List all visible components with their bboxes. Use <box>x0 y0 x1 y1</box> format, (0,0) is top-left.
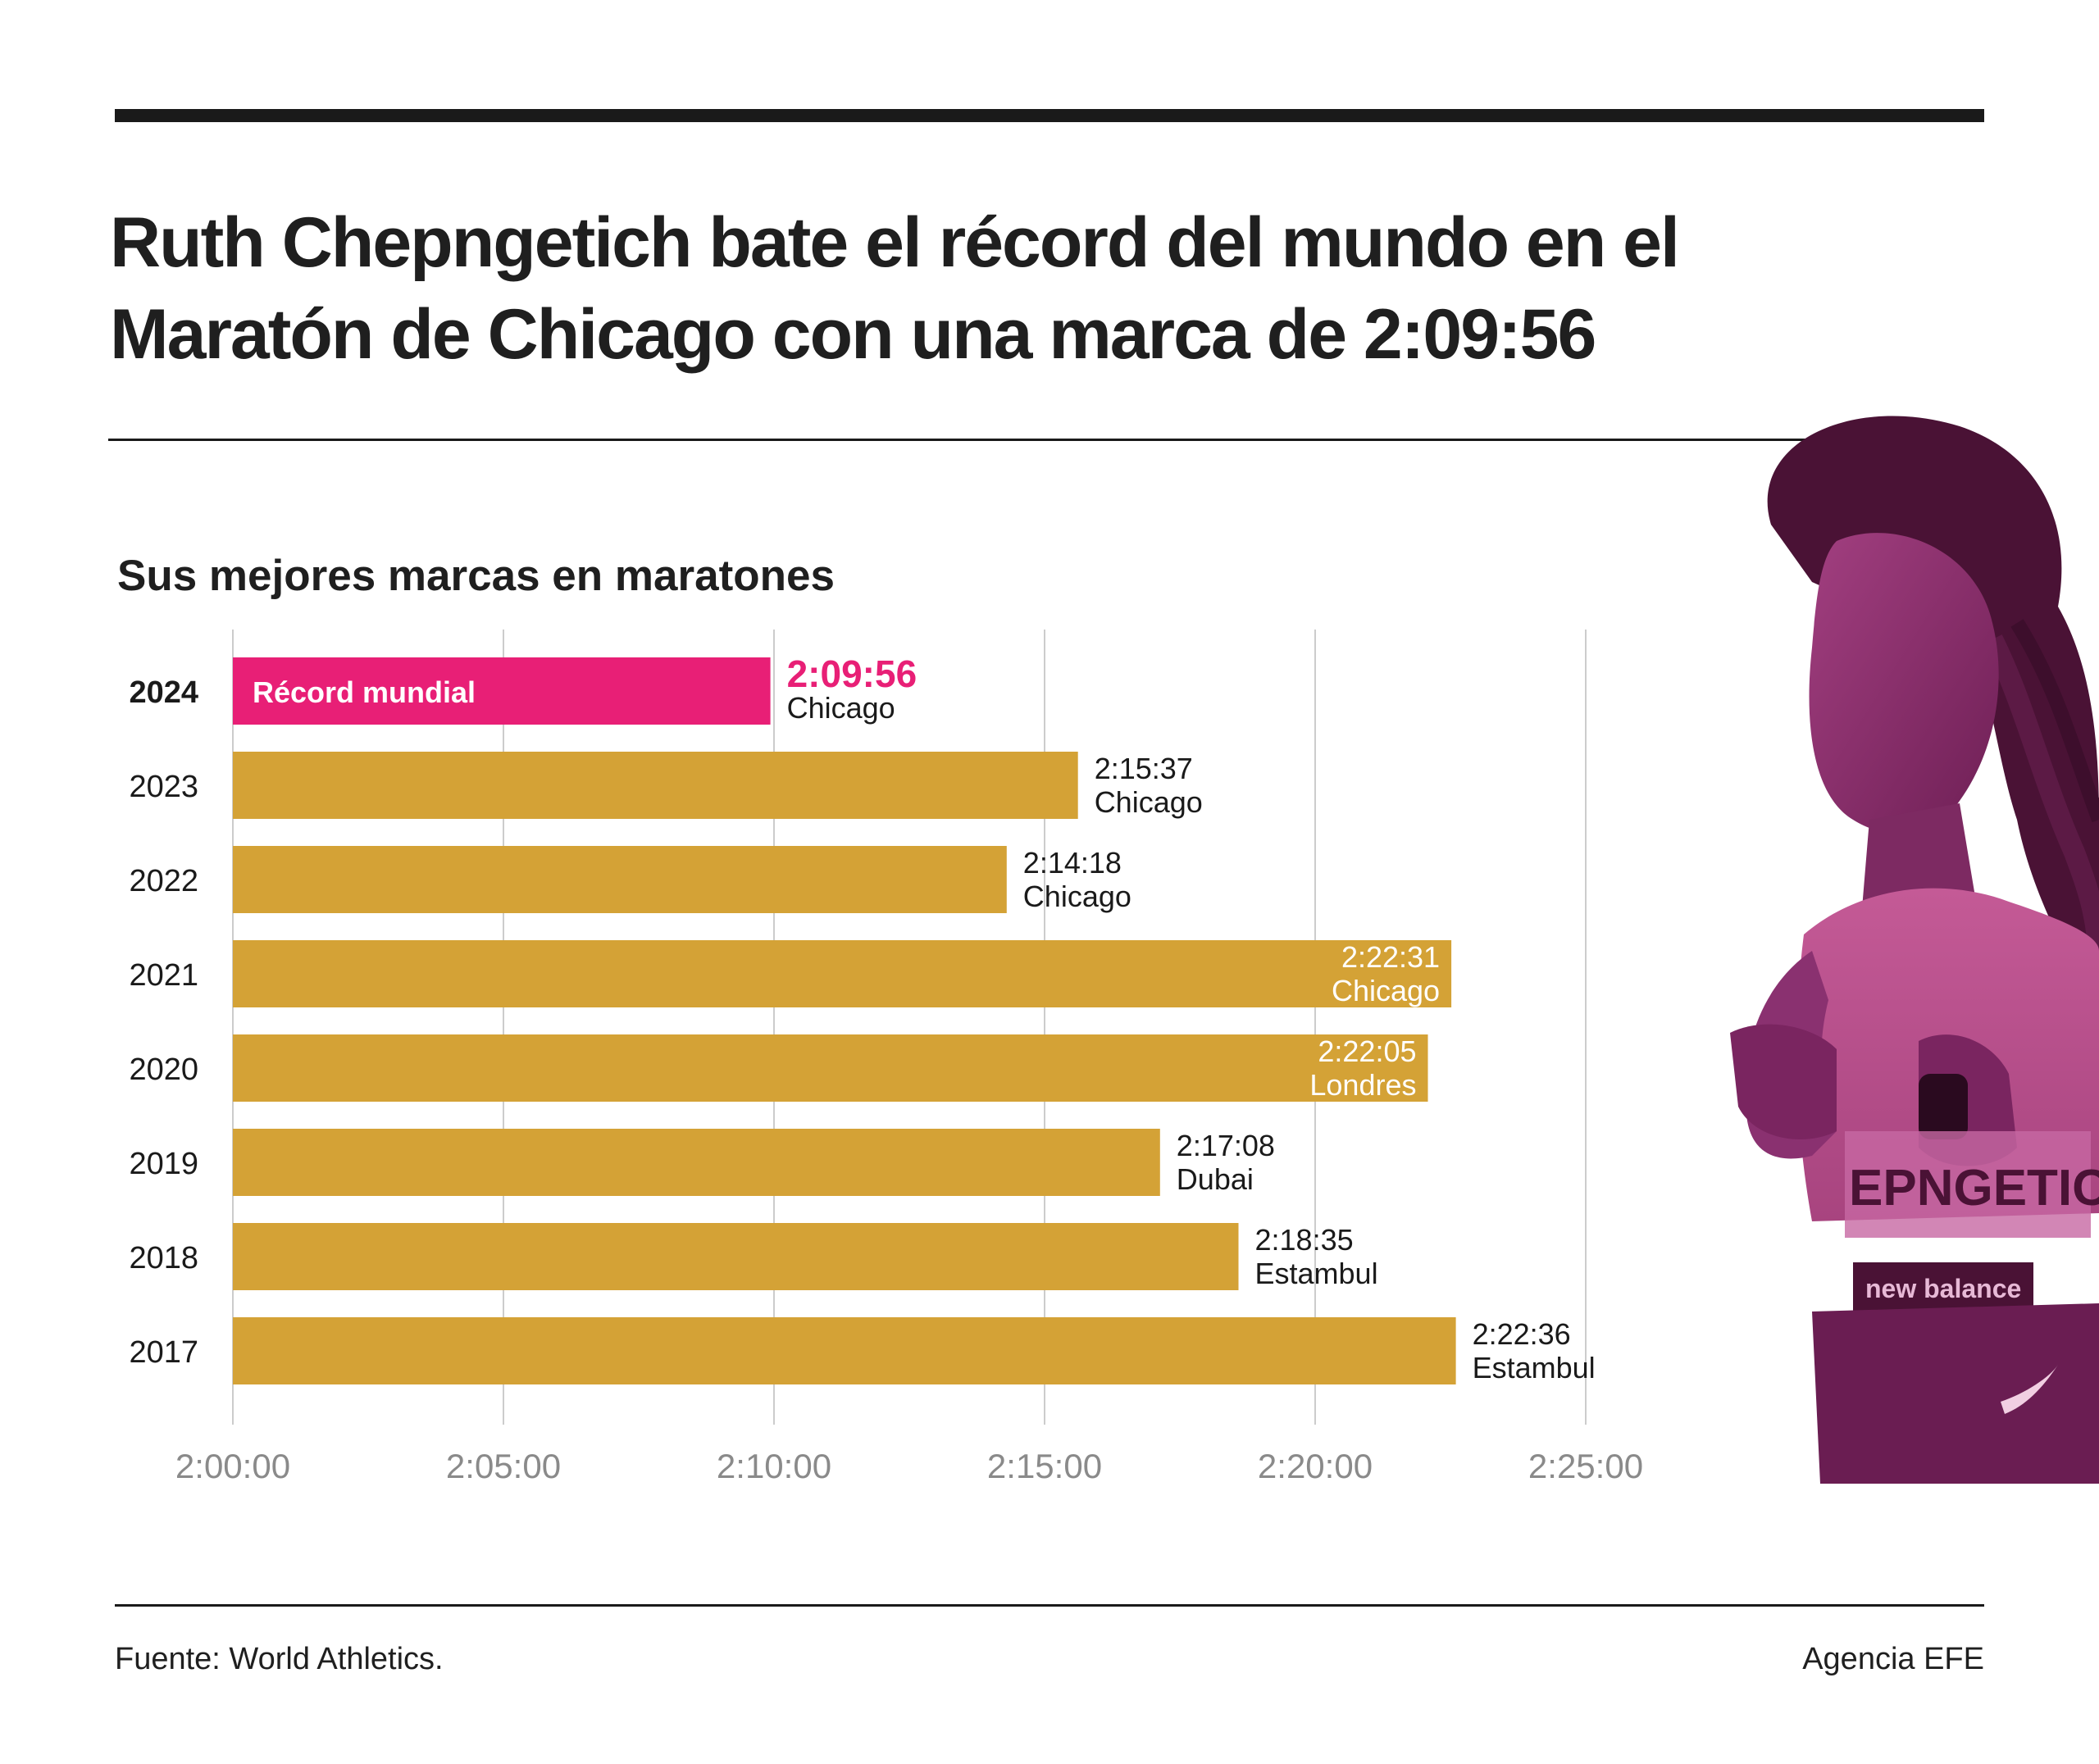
year-label: 2023 <box>129 770 198 804</box>
year-label: 2018 <box>129 1241 198 1275</box>
x-tick-label: 2:10:00 <box>717 1447 831 1485</box>
grid-lines <box>232 630 1587 1425</box>
x-tick-label: 2:20:00 <box>1258 1447 1373 1485</box>
bar <box>233 846 1007 913</box>
time-label: 2:18:35 <box>1255 1223 1354 1257</box>
x-tick-label: 2:05:00 <box>446 1447 561 1485</box>
x-tick-label: 2:00:00 <box>175 1447 290 1485</box>
location-label: Estambul <box>1473 1351 1596 1384</box>
location-label: Chicago <box>787 691 895 725</box>
location-label: Chicago <box>1023 880 1131 913</box>
time-label: 2:09:56 <box>787 652 917 695</box>
page-title: Ruth Chepngetich bate el récord del mund… <box>110 203 1680 374</box>
bar <box>233 940 1452 1007</box>
x-axis: 2:00:00 2:05:00 2:10:00 2:15:00 2:20:00 2:25:… <box>175 1447 1643 1485</box>
year-label: 2017 <box>129 1335 198 1370</box>
record-bar <box>233 657 771 725</box>
location-label: Estambul <box>1255 1257 1378 1290</box>
location-label: Chicago <box>1332 974 1440 1007</box>
year-label: 2019 <box>129 1147 198 1181</box>
sponsor-text: new balance <box>1865 1274 2021 1303</box>
runner-photo-icon: EPNGETICH new balance <box>1730 416 2099 1484</box>
x-tick-label: 2:15:00 <box>987 1447 1102 1485</box>
bib-text: EPNGETICH <box>1849 1160 2099 1216</box>
top-rule <box>115 109 1984 122</box>
bars <box>233 657 1456 1384</box>
time-label: 2:17:08 <box>1177 1129 1275 1162</box>
record-label: Récord mundial <box>253 675 476 709</box>
bar <box>233 752 1078 819</box>
bar <box>233 1034 1428 1102</box>
location-label: Dubai <box>1177 1162 1254 1196</box>
time-label: 2:15:37 <box>1095 752 1193 785</box>
bar <box>233 1317 1456 1384</box>
time-label: 2:14:18 <box>1023 846 1122 880</box>
chart-subtitle: Sus mejores marcas en maratones <box>117 552 835 600</box>
footer-divider <box>115 1604 1984 1607</box>
title-divider <box>108 439 1978 441</box>
agency-credit: Agencia EFE <box>1802 1642 1984 1676</box>
year-label: 2022 <box>129 864 198 898</box>
time-label: 2:22:36 <box>1473 1317 1571 1351</box>
year-label: 2020 <box>129 1052 198 1087</box>
source-note: Fuente: World Athletics. <box>115 1642 444 1676</box>
year-label: 2021 <box>129 958 198 993</box>
location-label: Londres <box>1309 1068 1416 1102</box>
time-label: 2:22:31 <box>1341 940 1440 974</box>
location-label: Chicago <box>1095 785 1203 819</box>
x-tick-label: 2:25:00 <box>1528 1447 1643 1485</box>
year-label: 2024 <box>129 675 198 710</box>
time-label: 2:22:05 <box>1318 1034 1416 1068</box>
bar <box>233 1129 1160 1196</box>
bar <box>233 1223 1239 1290</box>
